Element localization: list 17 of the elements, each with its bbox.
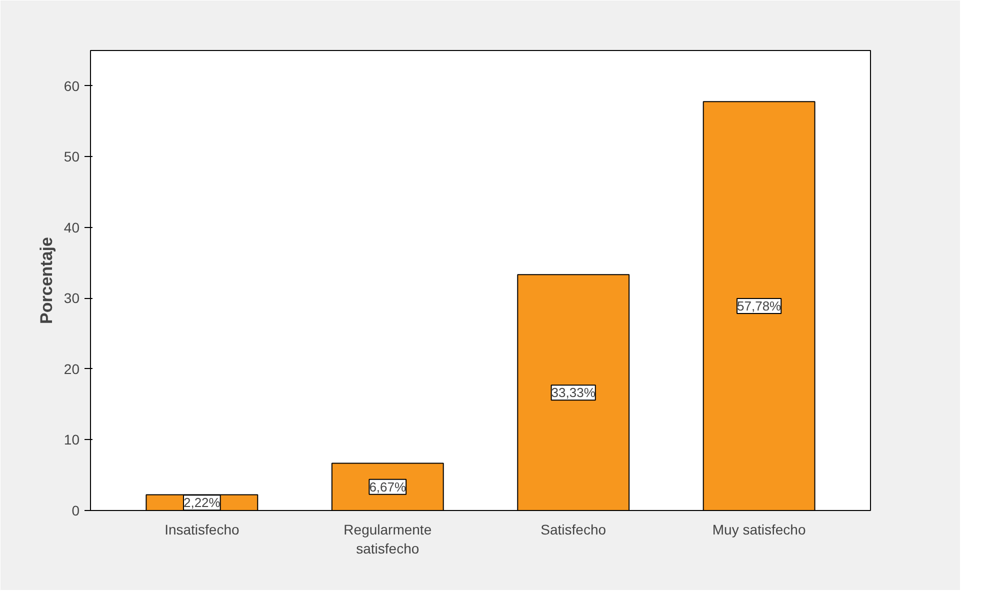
x-tick-label: Insatisfecho — [164, 522, 240, 538]
y-tick-label: 10 — [64, 432, 80, 448]
data-label: 57,78% — [737, 298, 782, 314]
y-tick-label: 60 — [64, 78, 80, 94]
y-tick-label: 30 — [64, 290, 80, 306]
bar — [331, 462, 444, 510]
x-tick-label: Regularmente satisfecho — [344, 522, 432, 557]
y-tick-label: 20 — [64, 360, 80, 377]
x-tick-label: Satisfecho — [540, 522, 606, 538]
bar — [517, 274, 630, 510]
data-label: 2,22% — [184, 495, 221, 510]
bar — [702, 101, 816, 510]
y-axis-title: Porcentaje — [36, 237, 56, 324]
y-tick-label: 0 — [72, 502, 80, 518]
y-tick-label: 40 — [64, 219, 80, 236]
y-tick-label: 50 — [64, 148, 80, 165]
x-tick-label: Muy satisfecho — [712, 522, 806, 538]
